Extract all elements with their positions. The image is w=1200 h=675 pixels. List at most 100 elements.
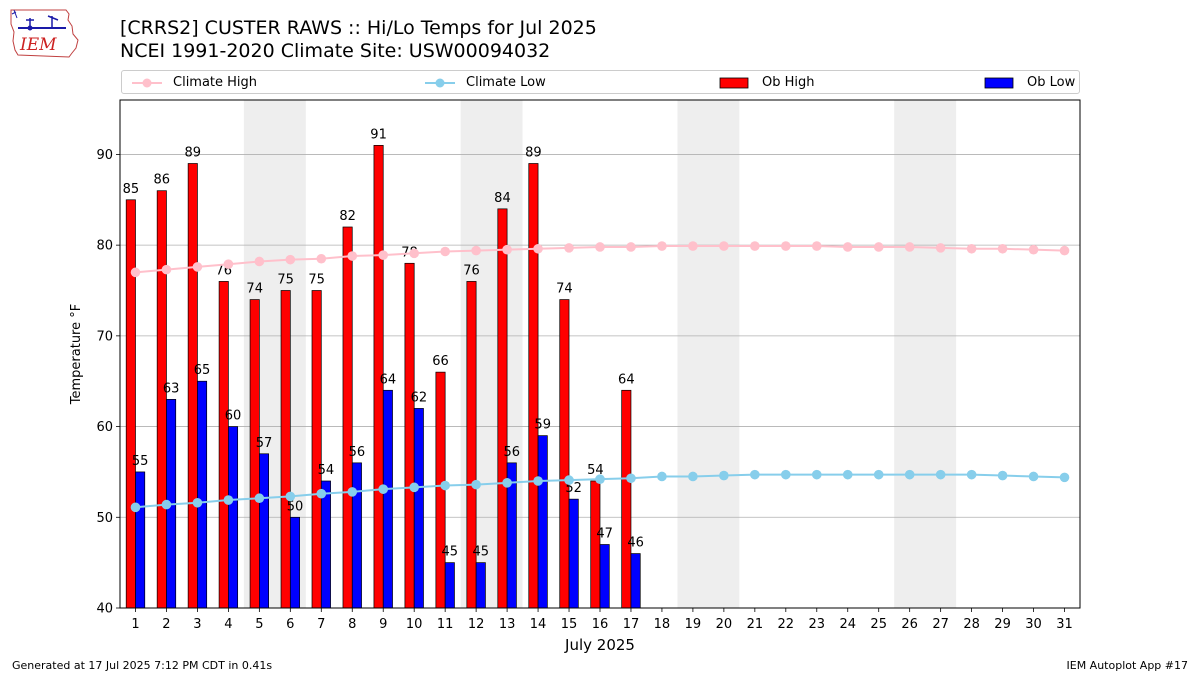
- ob-high-label: 54: [587, 463, 604, 478]
- ob-high-label: 82: [339, 209, 356, 224]
- legend-ob-high-label: Ob High: [762, 75, 815, 90]
- climate-low-point: [688, 471, 698, 482]
- ob-high-label: 75: [277, 273, 294, 288]
- climate-low-point: [347, 487, 358, 497]
- logo-text: IEM: [19, 35, 57, 55]
- climate-low-point: [657, 471, 667, 482]
- climate-high-point: [192, 262, 203, 272]
- chart-subtitle: NCEI 1991-2020 Climate Site: USW00094032: [120, 40, 551, 62]
- ob-low-label: 55: [132, 454, 149, 469]
- ob-low-bar: [630, 553, 641, 609]
- climate-low-point: [564, 475, 574, 485]
- ob-high-bar: [280, 290, 291, 609]
- ob-low-swatch-icon: [984, 77, 1014, 89]
- ob-low-label: 45: [473, 545, 490, 560]
- ob-low-label: 54: [318, 463, 335, 478]
- climate-low-point: [502, 478, 512, 488]
- climate-low-point: [781, 469, 791, 480]
- weekend-shade: [677, 100, 740, 608]
- ob-low-bar: [568, 498, 579, 609]
- chart-title: [CRRS2] CUSTER RAWS :: Hi/Lo Temps for J…: [120, 17, 597, 39]
- ob-low-label: 60: [225, 409, 242, 424]
- climate-low-point: [161, 499, 172, 510]
- x-tick-label: 12: [468, 617, 485, 632]
- x-tick-label: 2: [162, 617, 170, 632]
- ob-low-label: 46: [627, 536, 644, 551]
- climate-high-point: [750, 241, 760, 251]
- iem-logo: IEM: [10, 9, 79, 58]
- ob-low-label: 56: [349, 445, 366, 460]
- climate-low-point: [192, 497, 203, 508]
- ob-high-bar: [404, 262, 415, 609]
- ob-low-bar: [413, 408, 424, 609]
- climate-low-point: [595, 474, 605, 484]
- climate-low-point: [316, 488, 327, 499]
- x-tick-label: 9: [379, 617, 387, 632]
- x-tick-label: 18: [654, 617, 671, 632]
- x-tick-label: 30: [1025, 617, 1042, 632]
- ob-low-label: 45: [442, 545, 459, 560]
- ob-low-label: 65: [194, 363, 211, 378]
- ob-high-bar: [342, 226, 353, 609]
- climate-high-point: [997, 243, 1008, 254]
- climate-high-point: [688, 241, 698, 251]
- climate-high-point: [873, 242, 884, 252]
- climate-high-point: [347, 251, 358, 261]
- ob-high-bar: [125, 199, 136, 609]
- climate-high-point: [904, 242, 915, 252]
- ob-high-label: 74: [556, 282, 573, 297]
- ob-low-bar: [135, 471, 146, 609]
- climate-low-point: [626, 473, 636, 484]
- x-tick-label: 31: [1056, 617, 1073, 632]
- x-tick-label: 15: [561, 617, 578, 632]
- climate-high-point: [378, 250, 389, 260]
- ob-low-label: 59: [534, 418, 551, 433]
- climate-low-point: [440, 480, 450, 491]
- y-tick-label: 70: [96, 329, 113, 344]
- x-tick-label: 25: [870, 617, 887, 632]
- ob-low-bar: [320, 480, 331, 609]
- climate-high-point: [316, 253, 327, 264]
- ob-high-label: 74: [246, 282, 263, 297]
- climate-high-point: [595, 242, 605, 252]
- ob-low-label: 47: [596, 527, 613, 542]
- climate-low-point: [966, 469, 977, 480]
- y-tick-label: 50: [96, 511, 113, 526]
- ob-low-bar: [599, 544, 610, 609]
- ob-high-label: 85: [123, 182, 140, 197]
- ob-low-bar: [351, 462, 362, 609]
- ob-high-swatch-icon: [719, 77, 749, 89]
- ob-high-bar: [218, 281, 229, 609]
- y-tick-label: 40: [96, 602, 113, 617]
- ob-low-bar: [228, 426, 239, 609]
- ob-high-bar: [156, 190, 167, 609]
- y-tick-label: 60: [96, 420, 113, 435]
- climate-high-point: [1059, 245, 1070, 256]
- ob-low-bar: [444, 562, 455, 609]
- x-tick-label: 20: [716, 617, 733, 632]
- climate-high-point: [223, 259, 234, 269]
- y-tick-label: 80: [96, 239, 113, 254]
- climate-low-point: [935, 469, 946, 480]
- x-tick-label: 7: [317, 617, 325, 632]
- x-tick-label: 21: [747, 617, 764, 632]
- climate-high-point: [626, 242, 636, 252]
- ob-high-label: 76: [463, 263, 480, 278]
- ob-high-label: 86: [154, 173, 171, 188]
- climate-high-point: [130, 267, 141, 278]
- climate-high-point: [471, 245, 481, 256]
- x-tick-label: 4: [224, 617, 232, 632]
- ob-low-bar: [537, 435, 548, 609]
- ob-high-label: 66: [432, 354, 449, 369]
- climate-low-point: [254, 493, 265, 504]
- legend-climate-high-label: Climate High: [173, 75, 258, 90]
- climate-high-point: [842, 242, 853, 252]
- ob-low-label: 52: [565, 481, 582, 496]
- ob-high-bar: [621, 389, 632, 609]
- climate-low-point: [130, 502, 141, 513]
- ob-high-label: 89: [525, 146, 542, 161]
- ob-high-bar: [559, 299, 570, 609]
- climate-low-point: [223, 495, 234, 505]
- legend-climate-low-label: Climate Low: [466, 75, 546, 90]
- x-tick-label: 11: [437, 617, 454, 632]
